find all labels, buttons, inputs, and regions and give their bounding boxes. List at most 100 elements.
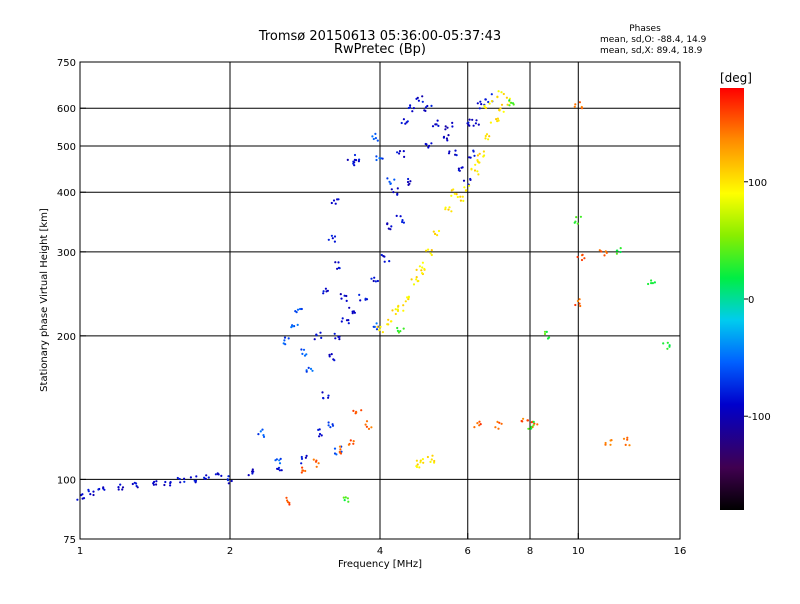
data-point: [375, 158, 378, 162]
data-point: [305, 370, 308, 373]
data-point: [195, 475, 198, 478]
data-point: [407, 296, 410, 299]
data-point: [214, 473, 217, 476]
data-point: [408, 182, 411, 185]
data-point: [434, 232, 437, 235]
data-point: [372, 137, 375, 141]
data-point: [433, 461, 436, 464]
data-point: [286, 499, 289, 502]
data-point: [423, 267, 426, 271]
data-point: [345, 294, 348, 298]
data-point: [155, 483, 158, 486]
data-point: [378, 157, 381, 160]
data-point: [576, 222, 579, 225]
x-tick-label: 10: [572, 546, 585, 557]
data-point: [505, 96, 508, 99]
data-point: [480, 103, 483, 106]
data-point: [604, 441, 607, 445]
data-point: [474, 163, 477, 166]
data-point: [626, 436, 629, 439]
data-point: [484, 137, 487, 140]
data-point: [457, 169, 460, 172]
data-point: [604, 443, 607, 446]
data-point: [468, 124, 471, 127]
data-point: [379, 325, 382, 328]
data-point: [135, 482, 138, 485]
data-point: [444, 125, 447, 128]
data-point: [662, 342, 665, 345]
data-point: [396, 308, 399, 311]
data-point: [376, 139, 379, 142]
data-point: [421, 458, 424, 461]
data-point: [452, 188, 455, 191]
data-point: [476, 102, 479, 105]
data-point: [347, 443, 350, 446]
data-point: [615, 249, 619, 252]
data-point: [497, 119, 500, 122]
data-point: [547, 336, 551, 339]
data-point: [119, 483, 122, 486]
data-point: [490, 93, 493, 96]
data-point: [276, 467, 279, 470]
data-point: [353, 158, 356, 161]
data-point: [457, 167, 460, 170]
x-axis-ticks: 1 2 4 6 8 10 16: [77, 533, 686, 557]
data-point: [313, 338, 316, 341]
data-point: [497, 90, 500, 93]
data-point: [343, 294, 346, 297]
data-point: [300, 307, 303, 311]
data-point: [530, 425, 533, 428]
data-point: [468, 118, 471, 121]
data-point: [396, 151, 399, 154]
data-point: [425, 143, 428, 146]
data-point: [327, 421, 330, 424]
data-point: [396, 329, 399, 332]
data-point: [89, 493, 92, 496]
data-point: [415, 465, 419, 469]
data-point: [393, 178, 396, 181]
data-point: [375, 322, 378, 325]
data-point: [355, 410, 358, 413]
data-point: [496, 117, 499, 120]
data-point: [193, 479, 196, 482]
data-point: [339, 293, 342, 296]
data-point: [315, 334, 318, 337]
data-point: [262, 435, 266, 438]
data-point: [604, 250, 607, 253]
data-point: [433, 459, 436, 463]
data-point: [291, 325, 295, 328]
data-point: [204, 477, 207, 480]
data-point: [402, 221, 405, 224]
data-point: [490, 100, 493, 103]
data-point: [375, 155, 378, 158]
data-point: [410, 278, 413, 281]
data-point: [484, 98, 487, 101]
data-point: [338, 450, 341, 453]
data-point: [455, 193, 458, 196]
data-point: [178, 477, 181, 481]
data-point: [340, 320, 343, 323]
data-point: [416, 463, 419, 466]
data-point: [476, 159, 479, 162]
x-tick-label: 8: [527, 546, 533, 557]
data-point: [278, 462, 282, 465]
data-point: [425, 249, 428, 252]
data-point: [423, 109, 426, 112]
data-point: [336, 267, 339, 270]
data-point: [409, 180, 412, 183]
data-point: [331, 424, 335, 427]
data-point: [405, 121, 408, 124]
data-point: [532, 424, 535, 427]
data-point: [487, 100, 490, 104]
colorbar-label: [deg]: [720, 71, 752, 85]
data-point: [402, 327, 405, 330]
y-tick-label: 100: [57, 475, 76, 486]
data-point: [227, 482, 230, 485]
data-point: [334, 202, 337, 205]
data-point: [372, 279, 375, 283]
data-point: [478, 420, 481, 423]
data-point: [624, 443, 627, 446]
data-point: [447, 208, 450, 211]
data-point: [203, 476, 206, 479]
data-point: [412, 283, 416, 286]
